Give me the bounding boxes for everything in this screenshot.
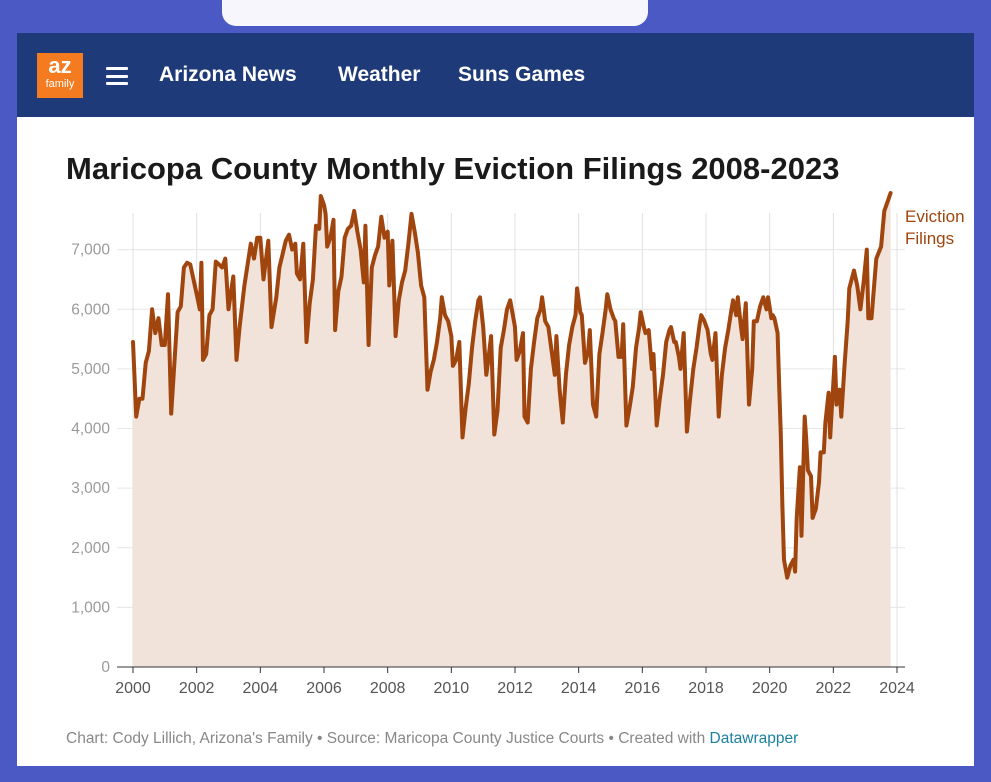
x-tick-label: 2006 <box>306 680 342 697</box>
logo-main-text: az <box>48 53 72 78</box>
x-tick-label: 2022 <box>816 680 852 697</box>
x-tick-label: 2004 <box>243 680 279 697</box>
y-tick-label: 0 <box>101 659 110 676</box>
series-line-eviction-filings <box>131 191 893 580</box>
series-label: Eviction <box>905 207 965 226</box>
series-label: Filings <box>905 229 954 248</box>
x-tick-label: 2008 <box>370 680 406 697</box>
eviction-chart: 0 1,000 2,000 3,000 4,000 5,000 6,000 7,000 2000… <box>71 191 965 697</box>
x-tick-label: 2024 <box>879 680 915 697</box>
hamburger-menu-icon[interactable] <box>106 67 128 85</box>
y-tick-label: 2,000 <box>71 540 110 557</box>
x-tick-label: 2014 <box>561 680 597 697</box>
footer-credit-text: Chart: Cody Lillich, Arizona's Family • … <box>66 730 710 747</box>
x-tick-label: 2000 <box>115 680 151 697</box>
y-tick-label: 5,000 <box>71 361 110 378</box>
y-tick-label: 1,000 <box>71 599 110 616</box>
y-tick-label: 7,000 <box>71 242 110 259</box>
search-bar-remnant <box>222 0 648 26</box>
y-tick-label: 4,000 <box>71 421 110 438</box>
datawrapper-link[interactable]: Datawrapper <box>709 730 799 747</box>
x-tick-label: 2002 <box>179 680 215 697</box>
chart-title: Maricopa County Monthly Eviction Filings… <box>66 151 840 186</box>
content-card: az family Arizona News Weather Suns Game… <box>17 33 974 766</box>
x-tick-label: 2012 <box>497 680 533 697</box>
x-tick-label: 2018 <box>688 680 724 697</box>
chart-footer: Chart: Cody Lillich, Arizona's Family • … <box>66 730 798 748</box>
nav-link-weather[interactable]: Weather <box>338 63 421 86</box>
series-area-fill <box>133 193 891 667</box>
x-tick-label: 2020 <box>752 680 788 697</box>
nav-link-suns-games[interactable]: Suns Games <box>458 63 586 86</box>
x-tick-label: 2010 <box>434 680 470 697</box>
site-navbar: az family Arizona News Weather Suns Game… <box>17 33 974 117</box>
y-tick-label: 6,000 <box>71 301 110 318</box>
logo-sub-text: family <box>45 78 75 90</box>
nav-link-arizona-news[interactable]: Arizona News <box>159 63 297 86</box>
site-logo[interactable]: az family <box>37 53 83 98</box>
y-tick-label: 3,000 <box>71 480 110 497</box>
x-tick-label: 2016 <box>625 680 661 697</box>
